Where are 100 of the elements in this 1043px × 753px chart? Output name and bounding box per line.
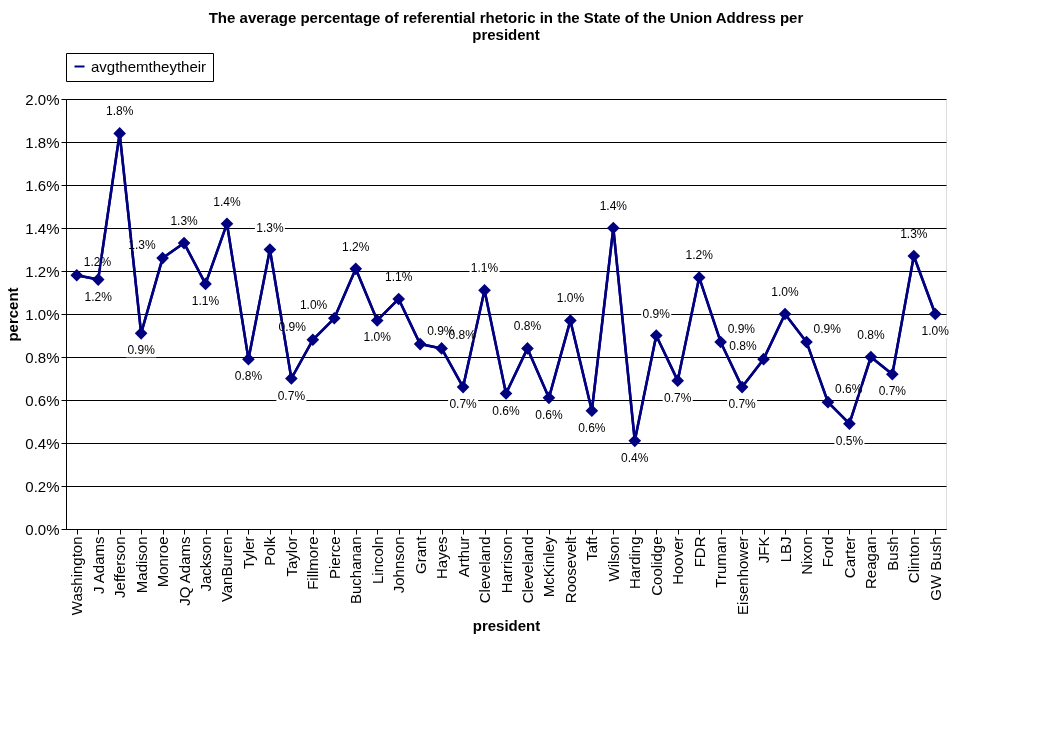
data-label: 0.7% — [878, 384, 907, 399]
x-tick-label: Jefferson — [111, 536, 129, 598]
x-tick-label: Hayes — [433, 536, 451, 580]
data-label: 0.5% — [835, 433, 864, 448]
data-label: 1.1% — [470, 261, 499, 276]
data-label: 1.0% — [921, 324, 950, 338]
x-tick-label: Roosevelt — [561, 535, 579, 604]
data-label: 1.3% — [900, 226, 928, 241]
y-tick-label: 0.6% — [25, 391, 60, 409]
x-tick-label: Fillmore — [304, 536, 322, 590]
x-tick-label: Wilson — [604, 536, 622, 582]
point — [628, 434, 642, 448]
point — [392, 292, 406, 306]
point — [285, 372, 298, 385]
x-tick-label: Eisenhower — [733, 536, 751, 615]
data-label: 1.2% — [342, 239, 370, 254]
data-label: 1.3% — [256, 220, 284, 235]
point — [220, 217, 234, 231]
data-label: 0.8% — [857, 328, 885, 342]
x-axis-title: president — [472, 617, 541, 635]
data-label: 1.1% — [385, 269, 413, 284]
point — [735, 380, 749, 394]
x-tick-label: Washington — [68, 536, 86, 616]
x-tick-label: J Adams — [89, 536, 107, 595]
chart-title: The average percentage of referential rhetoric in the State of the Union Address per president — [208, 8, 804, 43]
data-label: 0.6% — [492, 403, 520, 418]
point — [585, 404, 599, 418]
data-label: 1.8% — [105, 104, 134, 119]
y-tick-label: 1.4% — [25, 219, 60, 237]
point — [327, 311, 341, 325]
x-tick-label: Polk — [261, 536, 279, 566]
x-tick-label: VanBuren — [218, 536, 236, 603]
x-tick-label: Taylor — [282, 536, 300, 577]
data-label: 0.8% — [513, 319, 542, 334]
data-label: 0.9% — [127, 343, 156, 358]
x-tick-label: Reagan — [862, 536, 880, 590]
point — [757, 352, 770, 366]
data-label: 1.2% — [685, 248, 714, 263]
point — [800, 335, 813, 349]
point — [843, 417, 856, 430]
y-tick-label: 1.8% — [25, 133, 60, 151]
x-tick-label: Arthur — [454, 536, 472, 578]
data-label: 0.6% — [578, 420, 606, 435]
y-tick-label: 0.4% — [25, 434, 60, 452]
data-label: 0.9% — [642, 306, 671, 321]
data-label: 0.9% — [727, 321, 756, 336]
data-label: 0.9% — [813, 321, 842, 336]
data-label: 0.7% — [449, 397, 478, 412]
x-tick-label: Monroe — [154, 536, 172, 588]
x-tick-label: Johnson — [390, 536, 408, 594]
x-tick-label: Clinton — [905, 536, 923, 584]
data-label: 1.3% — [170, 214, 199, 229]
point — [413, 337, 427, 351]
point — [649, 329, 663, 342]
point — [821, 395, 835, 409]
point — [542, 391, 556, 405]
x-tick-label: Taft — [583, 535, 601, 561]
data-label: 1.4% — [599, 199, 628, 213]
data-label: 0.7% — [277, 388, 306, 403]
x-tick-label: Grant — [411, 535, 429, 575]
y-tick-label: 1.6% — [25, 176, 60, 194]
point — [370, 314, 384, 327]
point — [435, 342, 448, 355]
x-tick-label: Nixon — [797, 536, 815, 575]
point — [456, 380, 470, 394]
point — [263, 243, 277, 256]
x-tick-label: McKinley — [540, 536, 558, 598]
data-label: 1.4% — [213, 194, 241, 209]
x-tick-label: Bush — [883, 536, 901, 571]
data-label: 1.2% — [84, 289, 113, 304]
point — [113, 127, 126, 140]
y-axis-title: percent — [4, 287, 22, 342]
point — [91, 273, 105, 286]
point — [692, 271, 706, 284]
point — [242, 352, 255, 366]
data-label: 0.8% — [234, 369, 263, 384]
data-label: 1.0% — [556, 291, 585, 306]
data-label: 0.6% — [535, 407, 563, 422]
point — [199, 277, 212, 291]
x-tick-label: Carter — [840, 536, 858, 579]
point — [564, 314, 577, 327]
x-tick-label: LBJ — [776, 536, 794, 563]
x-tick-label: Harrison — [497, 536, 515, 594]
point — [606, 221, 620, 235]
point — [306, 333, 320, 347]
x-tick-label: Buchanan — [347, 536, 365, 605]
point — [671, 374, 685, 387]
x-tick-label: Tyler — [239, 536, 257, 570]
x-tick-label: Ford — [819, 536, 837, 568]
point — [156, 251, 169, 265]
point — [349, 262, 363, 276]
x-tick-label: Pierce — [325, 536, 343, 580]
point — [886, 367, 899, 381]
x-tick-label: Harding — [626, 536, 644, 590]
point — [778, 307, 792, 321]
point — [134, 327, 148, 340]
data-label: 0.8% — [729, 339, 757, 354]
data-label: 1.0% — [363, 330, 392, 345]
point — [521, 342, 534, 355]
data-label: 1.1% — [191, 293, 220, 308]
